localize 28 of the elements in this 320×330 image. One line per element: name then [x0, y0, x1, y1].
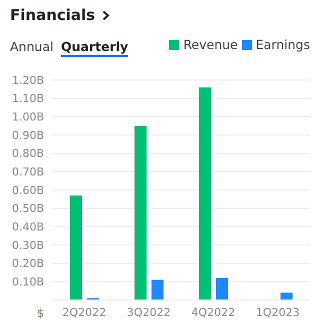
bar — [134, 126, 146, 300]
text: Annual — [10, 39, 54, 55]
y-tick-label: 0.50B — [12, 202, 44, 216]
y-tick-label: 0.10B — [12, 276, 44, 289]
chart-title: Financials — [10, 6, 96, 24]
y-tick-label: 0.90B — [12, 128, 44, 142]
x-tick-label: 1Q2023 — [256, 306, 300, 319]
y-tick-label: 0.30B — [12, 238, 44, 252]
bar — [199, 87, 211, 300]
text: Quarterly — [61, 39, 128, 57]
y-tick-label: 1.10B — [12, 92, 44, 106]
x-tick-label: 4Q2022 — [191, 306, 236, 319]
y-tick-label: 0.60B — [12, 184, 44, 197]
x-tick-label: 3Q2022 — [126, 306, 171, 319]
y-tick-label: 0.20B — [12, 257, 44, 270]
y-tick-label: 0.70B — [12, 166, 44, 179]
y-axis-title: $ — [37, 307, 44, 320]
y-tick-label: 0.40B — [12, 220, 44, 234]
bar — [70, 196, 82, 300]
y-tick-label: 1.00B — [12, 110, 44, 124]
y-tick-label: 0.80B — [12, 147, 44, 160]
bar — [152, 280, 164, 300]
y-tick-label: 1.20B — [12, 74, 44, 87]
bar — [280, 292, 292, 300]
x-tick-label: 2Q2022 — [62, 306, 106, 319]
legend-label: Revenue — [182, 37, 238, 52]
bar — [216, 278, 228, 300]
legend-label: Earnings — [254, 37, 310, 52]
